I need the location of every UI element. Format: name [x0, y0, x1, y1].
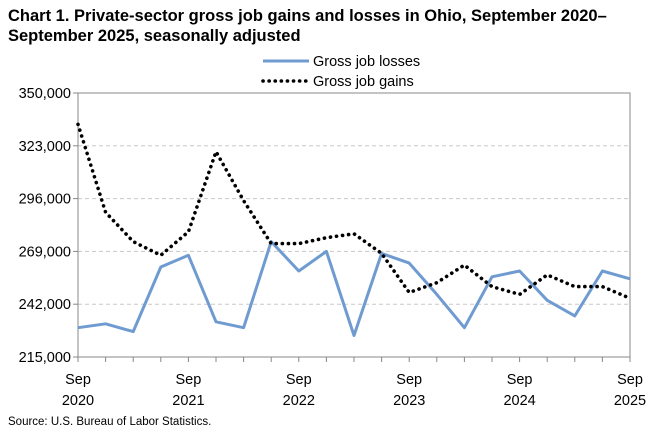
- x-tick-label-year: 2021: [172, 393, 204, 409]
- series-layer: [76, 122, 632, 337]
- x-tick-label-year: 2024: [503, 393, 535, 409]
- x-tick-label-month: Sep: [617, 372, 643, 388]
- gross-job-losses-line: [77, 240, 631, 337]
- x-tick-label-year: 2020: [62, 393, 94, 409]
- gross-job-gains-line: [76, 122, 632, 301]
- y-tick-label: 269,000: [19, 244, 71, 260]
- x-tick-label-year: 2023: [393, 393, 425, 409]
- legend-label: Gross job gains: [313, 74, 414, 90]
- x-tick-label-month: Sep: [507, 372, 533, 388]
- grid-lines: [78, 145, 630, 305]
- chart-title: Chart 1. Private-sector gross job gains …: [8, 7, 607, 45]
- x-tick-label-month: Sep: [286, 372, 312, 388]
- y-tick-label: 296,000: [19, 192, 71, 208]
- y-tick-label: 242,000: [19, 297, 71, 313]
- legend-label: Gross job losses: [313, 54, 420, 70]
- x-tick-label-month: Sep: [396, 372, 422, 388]
- x-tick-label-month: Sep: [65, 372, 91, 388]
- x-tick-label-year: 2025: [614, 393, 646, 409]
- legend: Gross job losses Gross job gains: [261, 54, 420, 90]
- y-tick-label: 350,000: [19, 86, 71, 102]
- y-tick-label: 323,000: [19, 139, 71, 155]
- y-tick-label: 215,000: [19, 350, 71, 366]
- x-tick-label-year: 2022: [283, 393, 315, 409]
- x-tick-label-month: Sep: [175, 372, 201, 388]
- y-axis-ticks: 215,000 242,000 269,000 296,000 323,000 350,0…: [19, 86, 78, 366]
- source-note: Source: U.S. Bureau of Labor Statistics.: [8, 416, 212, 428]
- plot-frame: [77, 92, 631, 358]
- x-axis-ticks: Sep 2020 Sep 2021 Sep 2022 Sep 2023 Sep 2024 Sep 20…: [62, 357, 646, 409]
